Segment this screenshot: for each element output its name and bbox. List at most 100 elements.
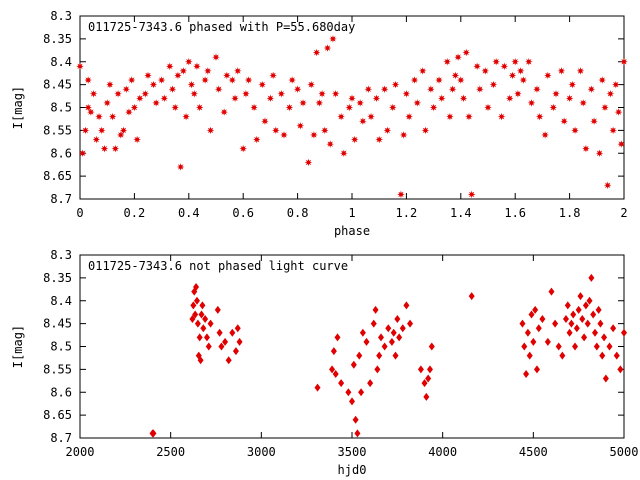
data-point <box>465 112 473 121</box>
data-point <box>617 140 626 148</box>
data-point <box>233 67 242 75</box>
data-point <box>199 301 206 310</box>
data-point <box>549 103 558 112</box>
data-point <box>544 71 552 80</box>
x-tick-label: 1.4 <box>450 206 472 220</box>
data-point <box>127 76 136 84</box>
data-point <box>519 76 528 84</box>
data-point <box>617 365 624 374</box>
x-tick-label: 1 <box>348 206 355 220</box>
data-point <box>329 35 337 43</box>
data-point <box>350 135 359 144</box>
data-point <box>575 305 582 314</box>
data-point <box>236 337 243 346</box>
data-point <box>299 99 307 107</box>
data-point <box>171 103 179 112</box>
data-point <box>468 292 475 301</box>
data-point <box>220 108 228 116</box>
data-point <box>476 85 484 93</box>
data-point <box>348 94 356 103</box>
data-point <box>204 67 212 75</box>
data-point <box>413 99 422 107</box>
data-point <box>338 379 345 388</box>
data-point <box>133 135 141 144</box>
data-point <box>473 62 481 71</box>
data-point <box>216 328 223 337</box>
x-tick-label: 0.4 <box>178 206 200 220</box>
data-point <box>89 89 98 98</box>
data-point <box>492 57 500 66</box>
data-point <box>500 62 509 71</box>
data-point <box>201 76 209 84</box>
data-point <box>196 333 203 342</box>
data-point <box>511 57 519 66</box>
data-point <box>443 57 451 66</box>
x-tick-label: 1.8 <box>559 206 581 220</box>
data-point <box>555 342 562 351</box>
data-point <box>81 126 90 135</box>
data-point <box>565 94 574 103</box>
data-point <box>340 149 348 158</box>
data-point <box>603 181 612 190</box>
data-point <box>345 388 352 397</box>
data-point <box>564 301 571 310</box>
data-point <box>586 296 593 305</box>
data-point <box>214 85 223 93</box>
data-point <box>269 71 277 80</box>
data-point <box>190 301 197 310</box>
data-point <box>331 89 340 98</box>
x-tick-label: 1.6 <box>504 206 526 220</box>
data-point <box>189 315 196 324</box>
data-point <box>597 319 604 328</box>
data-point <box>525 57 533 66</box>
data-point <box>223 71 231 80</box>
data-point <box>541 131 549 139</box>
data-point <box>533 365 540 374</box>
data-point <box>359 117 367 126</box>
data-point <box>193 296 200 305</box>
y-tick-label: 8.3 <box>50 248 72 262</box>
data-point <box>160 94 169 103</box>
data-point <box>591 328 598 337</box>
data-point <box>437 94 446 103</box>
y-tick-label: 8.35 <box>43 271 72 285</box>
data-point <box>122 85 131 93</box>
data-point <box>566 328 573 337</box>
data-point <box>457 76 465 84</box>
data-point <box>272 126 280 135</box>
data-point <box>318 89 326 98</box>
data-point <box>375 135 383 144</box>
data-point <box>405 112 413 121</box>
data-point <box>462 48 471 57</box>
data-point <box>157 76 166 84</box>
data-point <box>484 103 492 112</box>
data-point <box>573 324 580 333</box>
data-point <box>356 99 364 107</box>
data-point <box>111 144 120 153</box>
data-point <box>372 94 381 103</box>
data-point <box>352 415 359 424</box>
data-point <box>207 319 214 328</box>
data-point <box>144 71 152 80</box>
data-point <box>193 62 201 71</box>
data-point <box>380 85 389 93</box>
data-point <box>315 99 324 107</box>
data-point <box>329 365 336 374</box>
data-point <box>396 333 403 342</box>
data-point <box>176 163 185 171</box>
data-point <box>239 144 247 153</box>
data-point <box>374 365 381 374</box>
data-point <box>423 392 430 401</box>
data-point <box>358 388 365 397</box>
data-point <box>560 117 568 126</box>
data-point <box>593 342 600 351</box>
data-point <box>426 365 433 374</box>
data-point <box>179 67 188 75</box>
data-point <box>285 103 294 112</box>
data-point <box>590 310 597 319</box>
data-point <box>108 112 117 121</box>
data-point <box>459 94 468 103</box>
data-point <box>587 85 596 93</box>
data-point <box>310 131 318 139</box>
